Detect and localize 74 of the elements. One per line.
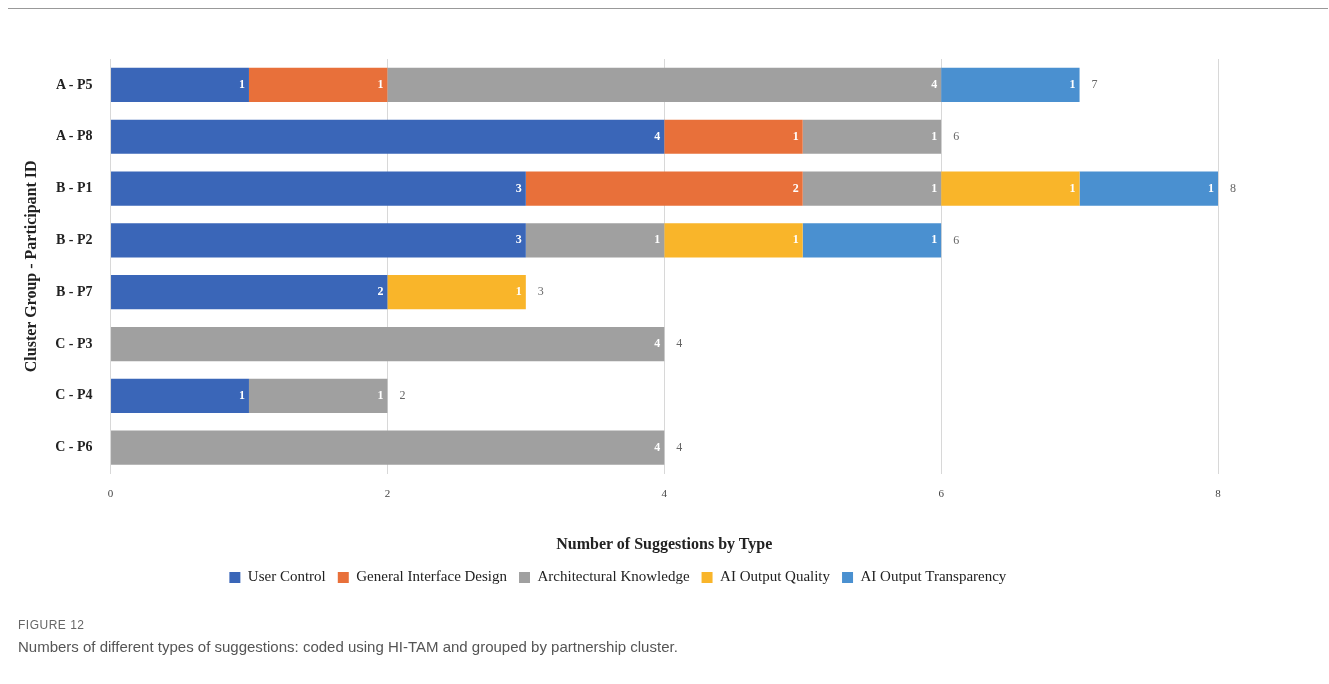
- data-label: 1: [377, 77, 384, 92]
- bar: [111, 275, 388, 310]
- bar: [802, 171, 942, 206]
- total-label: 2: [399, 388, 406, 403]
- total-label: 8: [1230, 180, 1236, 195]
- data-label: 3: [515, 232, 522, 247]
- x-tick-label: 6: [938, 487, 945, 500]
- data-label: 1: [238, 77, 245, 92]
- legend-label: Architectural Knowledge: [537, 568, 690, 585]
- bar: [111, 67, 249, 103]
- data-label: 1: [931, 232, 938, 247]
- total-label: 6: [953, 128, 960, 143]
- data-label: 4: [654, 128, 661, 143]
- bar: [387, 67, 942, 103]
- y-tick-label: B - P1: [55, 180, 93, 196]
- data-label: 1: [931, 128, 938, 143]
- bar: [664, 223, 803, 258]
- x-tick-label: 4: [661, 487, 668, 500]
- y-tick-label: A - P5: [55, 76, 93, 92]
- legend-label: General Interface Design: [356, 568, 508, 585]
- caption: FIGURE 12: [18, 618, 86, 632]
- data-label: 2: [377, 284, 384, 299]
- bar: [387, 275, 526, 310]
- x-axis-title: Number of Suggestions by Type: [556, 534, 773, 553]
- legend-label: AI Output Quality: [720, 568, 831, 585]
- total-label: 7: [1091, 77, 1098, 92]
- data-label: 3: [515, 180, 522, 195]
- y-tick-label: C - P4: [55, 387, 93, 403]
- y-tick-label: A - P8: [55, 128, 93, 144]
- data-label: 1: [1069, 180, 1076, 195]
- y-tick-label: B - P2: [55, 232, 93, 247]
- data-label: 1: [515, 284, 522, 299]
- x-tick-label: 0: [107, 487, 114, 500]
- data-label: 1: [1069, 77, 1076, 92]
- text: Numbers of different types of suggestions: coded using HI-TAM and grouped by partnership cluster.: [18, 638, 678, 655]
- bar: [111, 326, 665, 362]
- y-tick-label: C - P6: [55, 439, 93, 455]
- bar: [802, 223, 942, 258]
- data-label: 4: [654, 439, 661, 454]
- bar: [111, 430, 665, 465]
- y-tick-label: B - P7: [55, 283, 93, 299]
- legend-label: User Control: [247, 568, 326, 585]
- y-tick-label: C - P3: [55, 335, 93, 351]
- data-label: 1: [792, 128, 799, 143]
- bar: [248, 378, 388, 413]
- bar: [248, 67, 388, 103]
- total-label: 6: [953, 232, 960, 247]
- total-label: 4: [676, 439, 683, 454]
- data-label: 4: [931, 77, 938, 92]
- data-label: 4: [654, 336, 661, 351]
- bar: [111, 223, 526, 258]
- y-axis-title: Cluster Group - Participant ID: [21, 160, 40, 373]
- bar: [525, 171, 803, 206]
- bar: [664, 119, 803, 154]
- data-label: 1: [238, 387, 245, 402]
- data-label: 1: [654, 232, 661, 247]
- bar: [525, 223, 665, 258]
- bar: [111, 119, 665, 154]
- data-label: 2: [792, 180, 799, 195]
- data-label: 1: [931, 180, 938, 195]
- bar: [111, 171, 526, 206]
- total-label: 3: [537, 284, 544, 299]
- total-label: 4: [676, 336, 683, 351]
- data-label: 1: [792, 232, 799, 247]
- x-tick-label: 2: [384, 487, 391, 500]
- x-tick-label: 8: [1215, 487, 1222, 500]
- bar: [941, 67, 1080, 103]
- bar: [111, 378, 249, 413]
- bar: [1079, 171, 1218, 206]
- legend-label: AI Output Transparency: [860, 568, 1007, 585]
- bar: [941, 171, 1080, 206]
- data-label: 1: [1208, 180, 1214, 195]
- bar: [802, 119, 942, 154]
- data-label: 1: [377, 387, 384, 402]
